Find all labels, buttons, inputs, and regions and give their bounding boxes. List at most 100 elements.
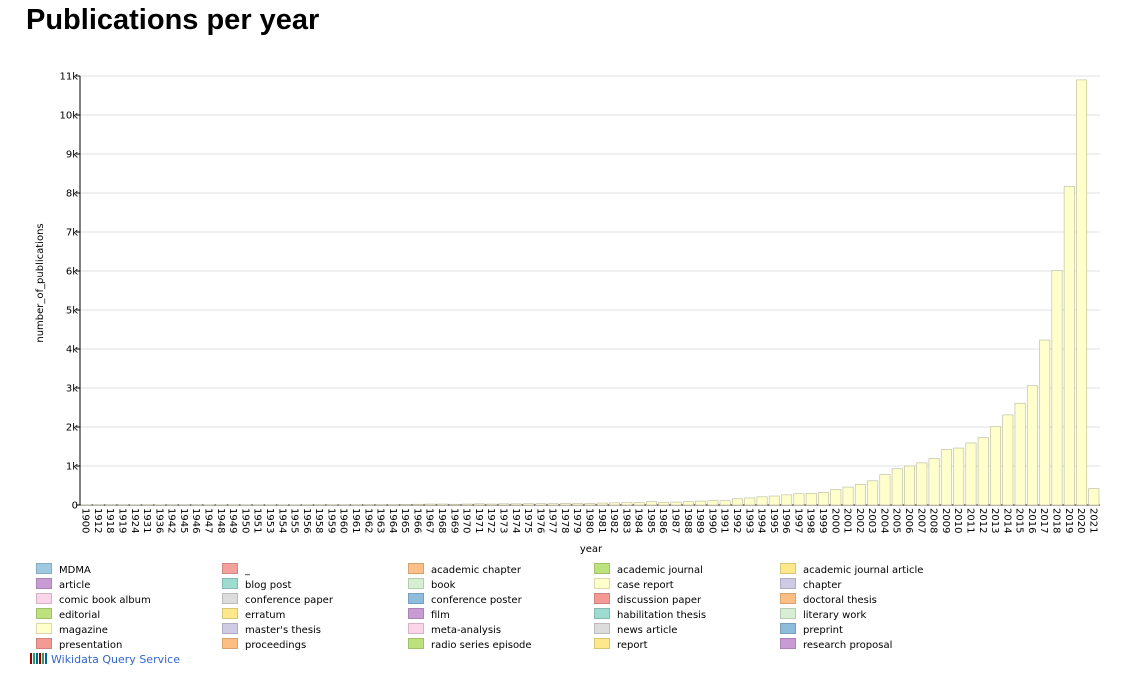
x-tick-label: 1991 — [719, 508, 730, 533]
x-tick-label: 1971 — [473, 508, 484, 533]
bar — [744, 497, 756, 506]
legend-label: erratum — [245, 610, 286, 621]
legend-item[interactable]: film — [408, 608, 450, 623]
legend-swatch — [780, 608, 796, 619]
x-axis-label: year — [580, 544, 603, 555]
legend-swatch — [594, 563, 610, 574]
legend-swatch — [780, 593, 796, 604]
legend-swatch — [36, 623, 52, 634]
x-tick-label: 1958 — [313, 508, 324, 533]
legend-item[interactable]: editorial — [36, 608, 100, 623]
legend-item[interactable]: master's thesis — [222, 623, 321, 638]
legend-item[interactable]: conference poster — [408, 593, 522, 608]
legend-item[interactable]: meta-analysis — [408, 623, 501, 638]
bar — [1076, 79, 1088, 506]
x-tick-label: 1976 — [534, 508, 545, 533]
logo — [30, 653, 48, 664]
legend-swatch — [222, 578, 238, 589]
bar — [400, 504, 412, 506]
legend-item[interactable]: case report — [594, 578, 674, 593]
x-tick-label: 1984 — [633, 508, 644, 533]
x-tick-label: 1961 — [350, 508, 361, 533]
legend-label: radio series episode — [431, 640, 532, 651]
legend-item[interactable]: erratum — [222, 608, 285, 623]
legend-item[interactable]: _ — [222, 563, 250, 578]
bar — [1039, 339, 1051, 506]
legend-item[interactable]: report — [594, 638, 648, 653]
legend-item[interactable]: comic book album — [36, 593, 151, 608]
legend-item[interactable]: preprint — [780, 623, 843, 638]
x-tick-label: 2016 — [1026, 508, 1037, 533]
legend-label: meta-analysis — [431, 625, 502, 636]
x-tick-label: 1968 — [436, 508, 447, 533]
legend-item[interactable]: doctoral thesis — [780, 593, 877, 608]
legend-item[interactable]: news article — [594, 623, 677, 638]
x-tick-label: 2007 — [915, 508, 926, 533]
bar — [633, 502, 645, 506]
x-tick-label: 2008 — [928, 508, 939, 533]
x-tick-label: 1959 — [325, 508, 336, 533]
legend-label: book — [431, 580, 456, 591]
legend-swatch — [222, 608, 238, 619]
legend-item[interactable]: conference paper — [222, 593, 333, 608]
x-tick-label: 1983 — [620, 508, 631, 533]
x-tick-label: 1981 — [596, 508, 607, 533]
legend-item[interactable]: discussion paper — [594, 593, 701, 608]
x-tick-label: 1974 — [510, 508, 521, 533]
legend-item[interactable]: academic journal article — [780, 563, 923, 578]
legend-item[interactable]: magazine — [36, 623, 108, 638]
legend-item[interactable]: research proposal — [780, 638, 892, 653]
bar — [658, 501, 670, 506]
legend-item[interactable]: article — [36, 578, 90, 593]
x-tick-label: 1994 — [756, 508, 767, 533]
legend-item[interactable]: chapter — [780, 578, 842, 593]
y-tick-label: 6k — [66, 267, 78, 278]
legend-item[interactable]: academic journal — [594, 563, 703, 578]
bar — [523, 503, 535, 506]
legend-swatch — [408, 608, 424, 619]
legend: MDMA _ academic chapter academic journal aca… — [36, 563, 1136, 657]
x-tick-label: 1970 — [461, 508, 472, 533]
legend-swatch — [594, 638, 610, 649]
y-tick-label: 4k — [66, 345, 78, 356]
legend-swatch — [408, 593, 424, 604]
x-tick-label: 1953 — [264, 508, 275, 533]
bar — [953, 447, 965, 506]
legend-item[interactable]: blog post — [222, 578, 291, 593]
legend-item[interactable]: radio series episode — [408, 638, 532, 653]
x-tick-label: 2019 — [1063, 508, 1074, 533]
chart: year number_of_publications 0 1k 2k 3k 4k 5k 6… — [35, 72, 1100, 555]
y-axis-label: number_of_publications — [35, 223, 46, 342]
footer[interactable]: Wikidata Query Service — [30, 653, 180, 666]
legend-item[interactable]: MDMA — [36, 563, 91, 578]
legend-item[interactable]: proceedings — [222, 638, 306, 653]
legend-swatch — [408, 563, 424, 574]
legend-item[interactable]: habilitation thesis — [594, 608, 706, 623]
bar — [756, 496, 768, 506]
bar — [732, 498, 743, 506]
x-tick-label: 1975 — [522, 508, 533, 533]
y-tick-label: 3k — [66, 384, 78, 395]
footer-link[interactable]: Wikidata Query Service — [51, 653, 180, 666]
legend-swatch — [36, 638, 52, 649]
x-tick-label: 2003 — [866, 508, 877, 533]
legend-label: conference paper — [245, 595, 333, 606]
legend-label: case report — [617, 580, 674, 591]
legend-item[interactable]: presentation — [36, 638, 122, 653]
bar — [977, 437, 989, 506]
legend-item[interactable]: literary work — [780, 608, 866, 623]
legend-swatch — [408, 638, 424, 649]
bar — [928, 458, 940, 506]
x-tick-label: 1967 — [424, 508, 435, 533]
legend-swatch — [36, 578, 52, 589]
y-tick-label: 9k — [66, 150, 78, 161]
bar — [891, 468, 903, 506]
legend-swatch — [408, 578, 424, 589]
x-tick-label: 1965 — [399, 508, 410, 533]
legend-label: master's thesis — [245, 625, 322, 636]
legend-item[interactable]: book — [408, 578, 455, 593]
legend-label: habilitation thesis — [617, 610, 707, 621]
x-tick-label: 2005 — [891, 508, 902, 533]
legend-item[interactable]: academic chapter — [408, 563, 521, 578]
x-tick-label: 1996 — [780, 508, 791, 533]
